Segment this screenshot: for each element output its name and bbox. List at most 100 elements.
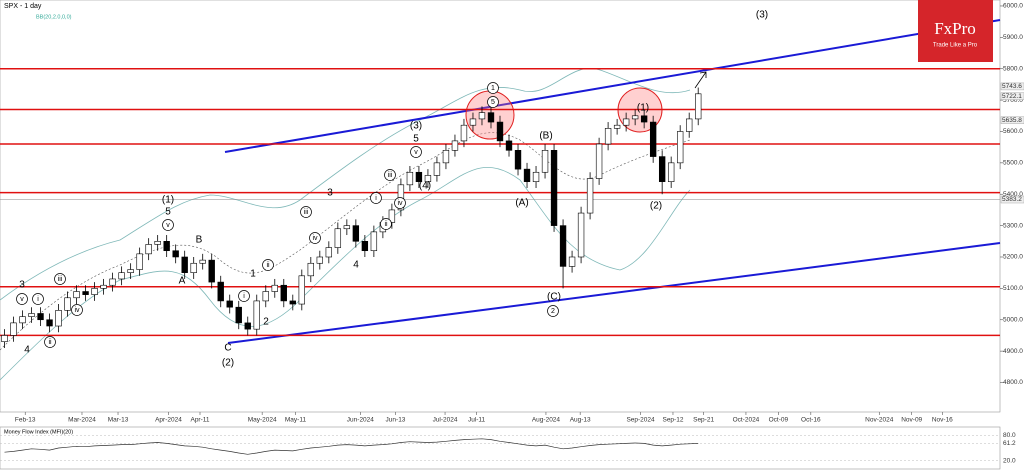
candle-body — [235, 306, 242, 324]
candle-body — [190, 262, 197, 273]
indicator-tick-label: 61.2 — [1003, 440, 1016, 447]
wave-circle — [487, 96, 499, 108]
candle-body — [442, 150, 450, 164]
indicator-tick-label: 80.0 — [1003, 432, 1016, 439]
candle-body — [163, 241, 170, 252]
wave-circle — [394, 197, 406, 209]
candle-body — [37, 313, 44, 321]
candle-body — [487, 112, 495, 123]
wave-label: (1) — [637, 103, 649, 114]
candle-body — [253, 300, 260, 330]
y-tick-label: 5500.0 — [1003, 160, 1023, 167]
x-tick-label: Aug-13 — [570, 417, 591, 424]
candle-body — [136, 253, 143, 270]
x-tick-label: Oct-16 — [801, 417, 821, 424]
candle-body — [172, 250, 179, 258]
x-tick-label: Nov-2024 — [865, 417, 894, 424]
y-tick-label: 5400.0 — [1003, 191, 1023, 198]
wave-label: (3) — [410, 121, 422, 132]
wave-circle — [71, 304, 83, 316]
candle-body — [695, 93, 702, 120]
wave-label: 1 — [491, 85, 495, 92]
x-tick-label: Feb-13 — [15, 417, 36, 424]
candle-body — [523, 168, 531, 182]
wave-circle — [262, 259, 274, 271]
candle-body — [532, 171, 540, 182]
candle-body — [298, 275, 305, 305]
wave-label: 5 — [413, 134, 419, 145]
candle-body — [559, 225, 567, 267]
candle-body — [541, 150, 549, 173]
candle-body — [361, 241, 369, 252]
wave-label: (C) — [547, 292, 561, 303]
candle-body — [73, 291, 80, 299]
candle-body — [604, 128, 612, 145]
wave-label: (2) — [222, 358, 234, 369]
wave-label: 3 — [19, 280, 25, 291]
wave-label: i — [375, 195, 377, 202]
x-tick-label: Oct-09 — [769, 417, 789, 424]
y-tick-label: 5800.0 — [1003, 65, 1023, 72]
candle-body — [217, 281, 224, 302]
wave-label: 5 — [165, 207, 171, 218]
candle-body — [46, 319, 53, 327]
logo-brand: FxPro — [934, 19, 976, 38]
price-tag: 5722.1 — [1002, 93, 1022, 100]
wave-circle — [162, 219, 174, 231]
candle-body — [406, 171, 414, 186]
candle-body — [686, 118, 693, 132]
wave-label: (3) — [756, 10, 768, 21]
wave-circle — [300, 206, 312, 218]
x-tick-label: Apr-11 — [190, 417, 209, 424]
candle-body — [91, 288, 98, 295]
wave-circle — [380, 218, 392, 230]
y-tick-label: 5900.0 — [1003, 34, 1023, 41]
indicator-tick-label: 20.0 — [1003, 457, 1016, 464]
candle-body — [28, 313, 35, 317]
wave-circle — [309, 232, 321, 244]
wave-label: (2) — [650, 201, 662, 212]
price-tag-box — [1000, 82, 1024, 91]
candle-body — [460, 124, 468, 142]
indicator-frame — [0, 426, 1001, 470]
price-tag: 5383.2 — [1002, 196, 1022, 203]
x-tick-label: Nov-16 — [932, 417, 953, 424]
candle-body — [271, 284, 278, 292]
wave-label: i — [37, 296, 39, 303]
candle-body — [550, 150, 558, 226]
wave-label: v — [414, 149, 418, 156]
y-tick-label: 5600.0 — [1003, 128, 1023, 135]
candle-body — [100, 284, 107, 289]
candle-body — [568, 256, 576, 267]
x-tick-label: Jul-11 — [468, 417, 486, 424]
price-tag-box — [1000, 195, 1024, 204]
x-tick-label: May-11 — [285, 417, 307, 424]
candle-body — [10, 322, 17, 336]
y-tick-label: 4900.0 — [1003, 348, 1023, 355]
bollinger-lower — [0, 167, 691, 381]
candle-body — [631, 115, 639, 120]
x-tick-label: Jun-2024 — [347, 417, 374, 424]
candle-body — [55, 310, 62, 327]
candle-body — [640, 115, 648, 123]
wave-circle — [410, 146, 422, 158]
wave-label: 4 — [24, 345, 30, 356]
candle-body — [64, 297, 71, 311]
wave-label: B — [196, 235, 203, 246]
x-tick-label: Sep-2024 — [626, 417, 655, 424]
candle-body — [307, 262, 314, 277]
wave-label: (4) — [419, 181, 431, 192]
x-tick-label: Mar-2024 — [68, 417, 96, 424]
x-tick-label: Nov-09 — [901, 417, 922, 424]
wave-label: A — [179, 276, 186, 287]
candle-body — [154, 241, 161, 245]
candle-body — [649, 121, 657, 157]
wave-label: iii — [58, 276, 63, 283]
wave-circle — [32, 293, 44, 305]
candle-body — [226, 300, 233, 308]
wave-label: (A) — [515, 198, 528, 209]
y-tick-label: 5100.0 — [1003, 285, 1023, 292]
candle-body — [289, 300, 296, 305]
candle-body — [577, 212, 585, 258]
wave-circle — [384, 169, 396, 181]
